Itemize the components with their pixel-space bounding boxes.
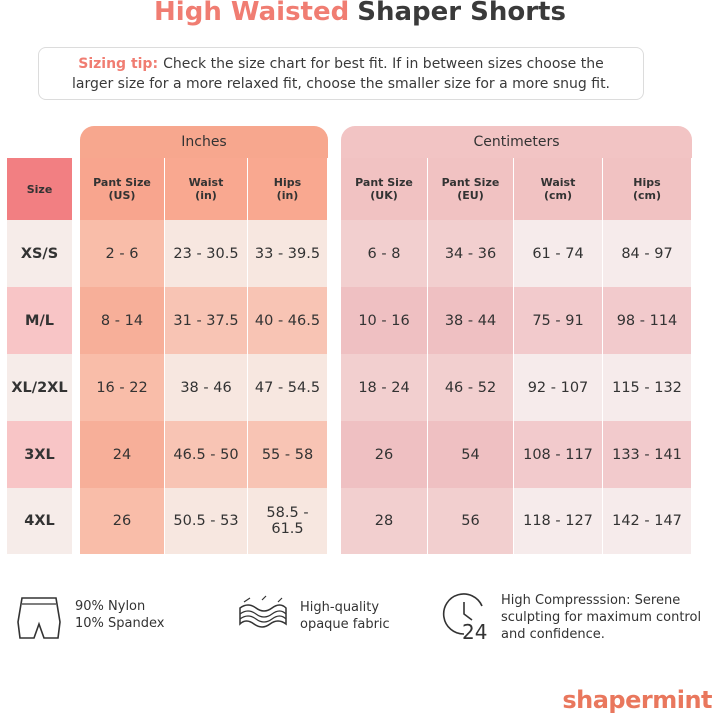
table-cell: 38 - 44 [428,287,514,354]
table-cell: 33 - 39.5 [248,220,328,287]
table-cell: 84 - 97 [603,220,692,287]
table-cell: 38 - 46 [165,354,248,421]
title-rest: Shaper Shorts [357,0,566,27]
column-header: Size [7,158,73,220]
table-cell: 34 - 36 [428,220,514,287]
column-header: Hips (cm) [603,158,692,220]
shorts-icon [17,597,61,639]
table-cell: 61 - 74 [514,220,603,287]
tip-label: Sizing tip: [78,55,159,72]
svg-text:24: 24 [462,620,487,642]
table-cell: 47 - 54.5 [248,354,328,421]
group-header: Inches [80,126,328,158]
table-cell: 54 [428,421,514,488]
size-label: XS/S [7,220,73,287]
table-cell: 56 [428,488,514,554]
table-cell: 23 - 30.5 [165,220,248,287]
feature-text: High-quality opaque fabric [300,600,390,632]
table-cell: 108 - 117 [514,421,603,488]
table-cell: 98 - 114 [603,287,692,354]
column-header: Hips (in) [248,158,328,220]
table-cell: 6 - 8 [341,220,428,287]
table-cell: 2 - 6 [80,220,165,287]
table-cell: 46 - 52 [428,354,514,421]
table-cell: 28 [341,488,428,554]
tip-text-block: Sizing tip: Check the size chart for best… [61,54,621,94]
tip-text: Check the size chart for best fit. If in… [71,55,611,92]
table-cell: 31 - 37.5 [165,287,248,354]
table-cell: 16 - 22 [80,354,165,421]
column-header: Pant Size (UK) [341,158,428,220]
feature-text: High Compresssion: Serene sculpting for … [501,593,702,642]
title: High Waisted Shaper Shorts [0,0,720,27]
size-label: 3XL [7,421,73,488]
clock-icon: 24 [442,593,487,642]
table-cell: 8 - 14 [80,287,165,354]
table-cell: 46.5 - 50 [165,421,248,488]
title-highlight: High Waisted [154,0,350,27]
column-header: Waist (in) [165,158,248,220]
table-cell: 55 - 58 [248,421,328,488]
fabric-icon [239,595,287,628]
table-cell: 50.5 - 53 [165,488,248,554]
table-cell: 115 - 132 [603,354,692,421]
table-cell: 24 [80,421,165,488]
size-label: M/L [7,287,73,354]
table-cell: 18 - 24 [341,354,428,421]
size-label: 4XL [7,488,73,554]
table-cell: 92 - 107 [514,354,603,421]
table-cell: 10 - 16 [341,287,428,354]
brand-logo: shapermint [562,686,712,714]
table-cell: 26 [80,488,165,554]
size-table: Size Pant Size (US) Waist (in) Hips (in) Pan… [7,158,692,554]
table-cell: 40 - 46.5 [248,287,328,354]
table-cell: 26 [341,421,428,488]
table-cell: 142 - 147 [603,488,692,554]
column-header: Waist (cm) [514,158,603,220]
column-header: Pant Size (EU) [428,158,514,220]
table-cell: 118 - 127 [514,488,603,554]
sizing-tip: Sizing tip: Check the size chart for best… [38,47,644,100]
table-cell: 75 - 91 [514,287,603,354]
feature-text: 90% Nylon 10% Spandex [75,599,165,631]
table-cell: 58.5 - 61.5 [248,488,328,554]
size-label: XL/2XL [7,354,73,421]
column-header: Pant Size (US) [80,158,165,220]
table-cell: 133 - 141 [603,421,692,488]
group-header: Centimeters [341,126,692,158]
